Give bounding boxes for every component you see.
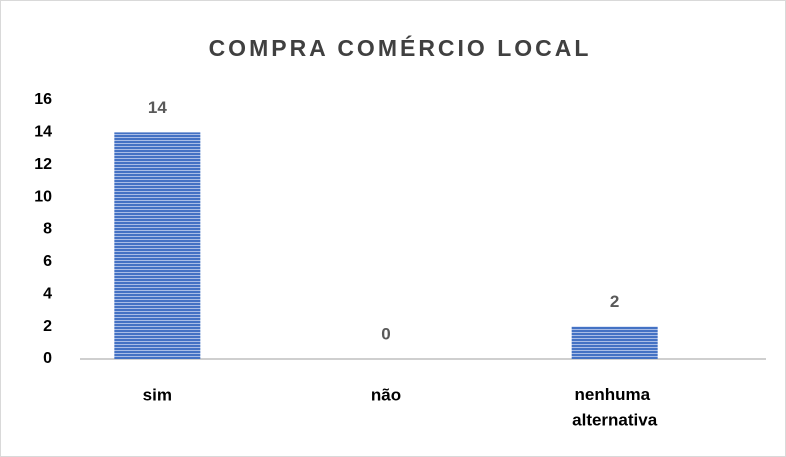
y-tick-label: 0 bbox=[43, 350, 52, 367]
y-tick-label: 10 bbox=[34, 188, 52, 205]
y-tick-label: 14 bbox=[34, 124, 52, 141]
data-label: 14 bbox=[148, 98, 167, 117]
x-tick-label: não bbox=[371, 385, 401, 404]
chart-title: COMPRA COMÉRCIO LOCAL bbox=[209, 34, 592, 61]
y-tick-label: 12 bbox=[34, 156, 52, 173]
x-tick-label: nenhuma alternativa bbox=[572, 385, 658, 430]
data-label: 2 bbox=[610, 292, 619, 311]
y-tick-label: 6 bbox=[43, 253, 52, 270]
bar bbox=[114, 132, 201, 359]
y-tick-label: 16 bbox=[34, 91, 52, 108]
y-tick-label: 4 bbox=[43, 285, 52, 302]
x-tick-label: sim bbox=[143, 385, 172, 404]
data-label: 0 bbox=[381, 324, 390, 343]
y-tick-label: 2 bbox=[43, 318, 52, 335]
bar bbox=[571, 326, 658, 359]
y-tick-label: 8 bbox=[43, 221, 52, 238]
